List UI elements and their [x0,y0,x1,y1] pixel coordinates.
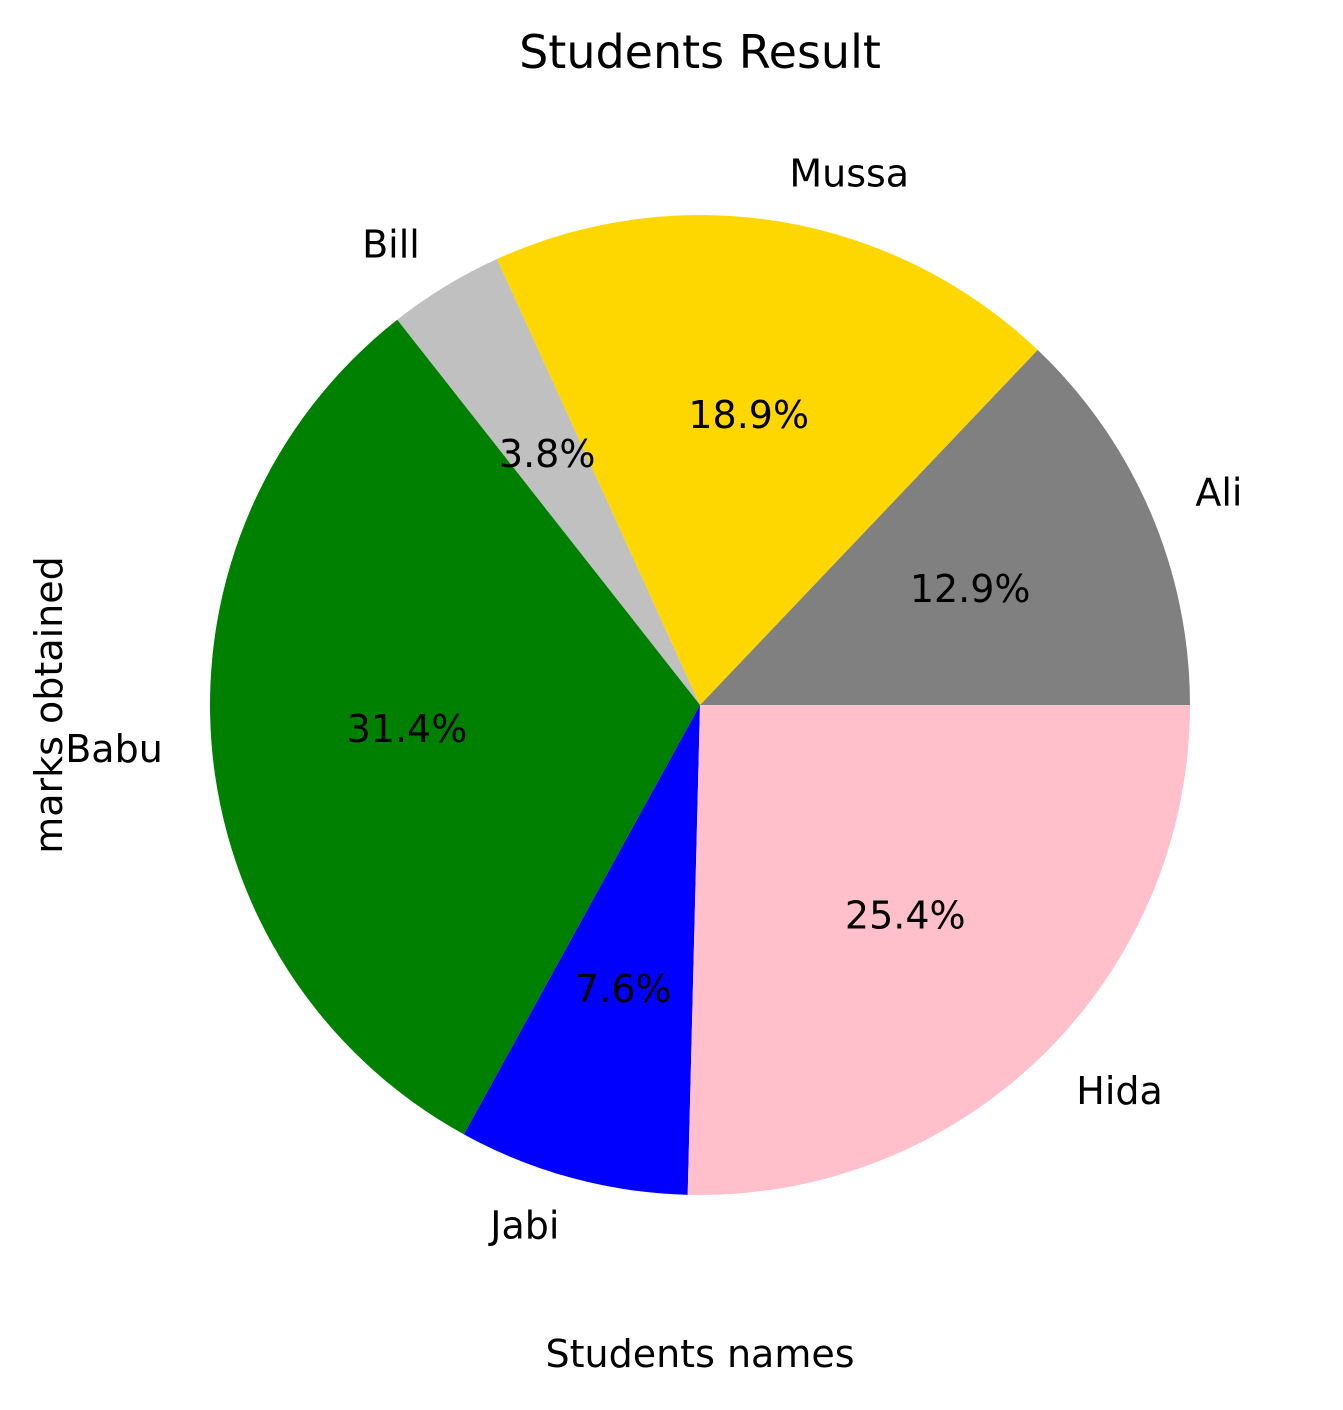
pie-category-label-babu: Babu [65,727,163,771]
y-axis-label: marks obtained [27,556,71,854]
pie-slice-bill [397,259,700,705]
pie-category-label-mussa: Mussa [789,151,909,195]
pie-pct-label-mussa: 18.9% [688,393,809,437]
pie-slices [209,215,1190,1195]
pie-category-label-bill: Bill [362,223,420,267]
pie-slice-jabi [463,705,700,1195]
pie-pct-label-hida: 25.4% [845,893,966,937]
pie-pct-label-jabi: 7.6% [575,967,672,1011]
pie-category-label-ali: Ali [1195,470,1242,514]
pie-percentage-labels: 12.9% 18.9% 3.8% 31.4% 7.6% 25.4% [347,393,1031,1011]
pie-slice-babu [209,319,700,1135]
pie-pct-label-bill: 3.8% [499,432,596,476]
pie-category-label-hida: Hida [1076,1069,1163,1113]
x-axis-label: Students names [545,1332,854,1376]
pie-slice-ali [700,349,1190,705]
pie-category-label-jabi: Jabi [488,1203,559,1247]
pie-slice-mussa [496,215,1038,706]
chart-title: Students Result [519,25,881,79]
pie-slice-hida [687,705,1190,1195]
pie-category-labels: Ali Mussa Bill Babu Jabi Hida [65,151,1242,1247]
pie-pct-label-babu: 31.4% [347,707,468,751]
pie-pct-label-ali: 12.9% [910,567,1031,611]
